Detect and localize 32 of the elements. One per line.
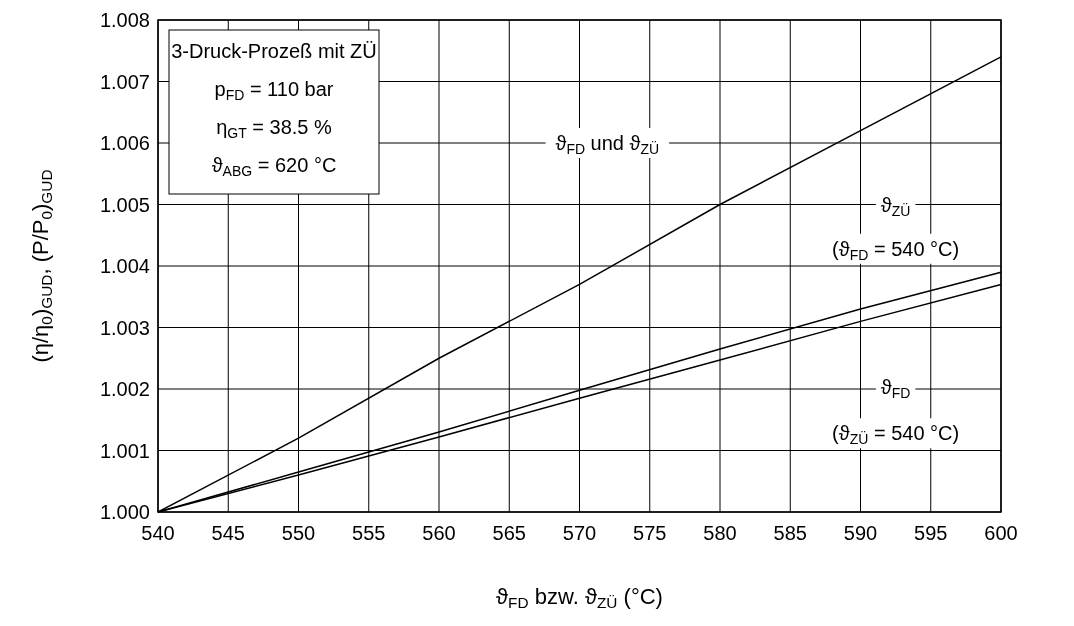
x-tick-label: 580 bbox=[703, 522, 737, 544]
annotation: η$_{GT}$ = 38.5 % bbox=[216, 116, 333, 141]
y-tick-label: 1.006 bbox=[99, 132, 150, 154]
y-tick-label: 1.003 bbox=[99, 316, 150, 339]
annotation: (ϑ$_{ZÜ}$ = 540 °C) bbox=[832, 422, 960, 447]
y-tick-label: 1.007 bbox=[99, 70, 150, 93]
x-tick-label: 555 bbox=[352, 522, 386, 544]
y-tick-label: 1.001 bbox=[99, 439, 150, 462]
x-tick-label: 565 bbox=[492, 522, 526, 544]
x-tick-label: 585 bbox=[773, 522, 807, 544]
x-tick-label: 545 bbox=[211, 522, 245, 544]
y-tick-label: 1.008 bbox=[99, 9, 150, 31]
annotation: (ϑ$_{FD}$ = 540 °C) bbox=[832, 237, 960, 263]
x-tick-label: 590 bbox=[843, 522, 878, 544]
y-tick-label: 1.002 bbox=[99, 378, 150, 400]
annotation: ϑ$_{FD}$ und ϑ$_{ZÜ}$ bbox=[555, 132, 660, 157]
annotation: p$_{FD}$ = 110 bar bbox=[214, 78, 334, 103]
x-tick-label: 595 bbox=[914, 522, 948, 544]
y-tick-label: 1.000 bbox=[99, 501, 150, 523]
x-tick-label: 540 bbox=[141, 522, 175, 544]
x-tick-label: 575 bbox=[633, 522, 667, 544]
x-tick-label: 550 bbox=[281, 522, 316, 544]
y-tick-label: 1.004 bbox=[99, 255, 150, 277]
x-axis-title: ϑ$_{FD}$ bzw. ϑ$_{ZÜ}$ (°C) bbox=[496, 584, 663, 611]
annotation: ϑ$_{FD}$ bbox=[880, 375, 911, 401]
x-tick-label: 570 bbox=[562, 522, 597, 544]
annotation: 3-Druck-Prozeß mit ZÜ bbox=[171, 40, 377, 62]
annotation: ϑ$_{ZÜ}$ bbox=[880, 193, 911, 218]
annotation: ϑ$_{ABG}$ = 620 °C bbox=[211, 154, 337, 179]
x-tick-label: 560 bbox=[422, 522, 456, 544]
x-tick-label: 600 bbox=[984, 522, 1018, 544]
y-tick-label: 1.005 bbox=[99, 193, 150, 216]
